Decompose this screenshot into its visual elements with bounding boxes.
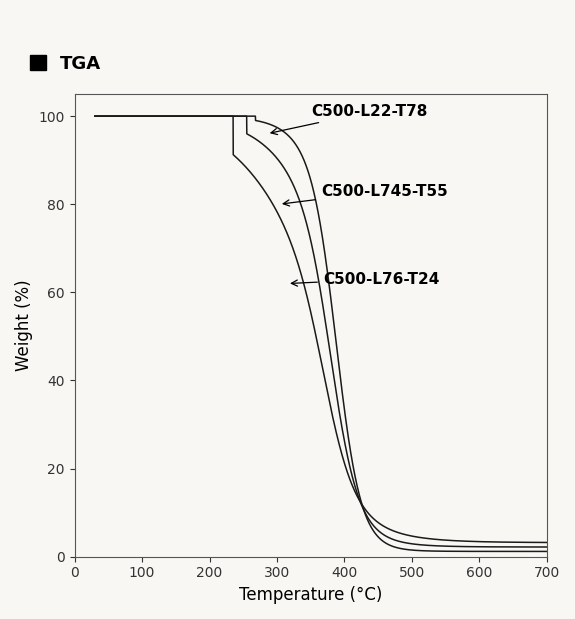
Text: C500-L22-T78: C500-L22-T78 — [271, 104, 427, 134]
Text: C500-L745-T55: C500-L745-T55 — [283, 184, 447, 206]
Y-axis label: Weight (%): Weight (%) — [15, 280, 33, 371]
Text: C500-L76-T24: C500-L76-T24 — [292, 272, 439, 287]
Legend: TGA: TGA — [22, 48, 109, 80]
X-axis label: Temperature (°C): Temperature (°C) — [239, 586, 382, 604]
